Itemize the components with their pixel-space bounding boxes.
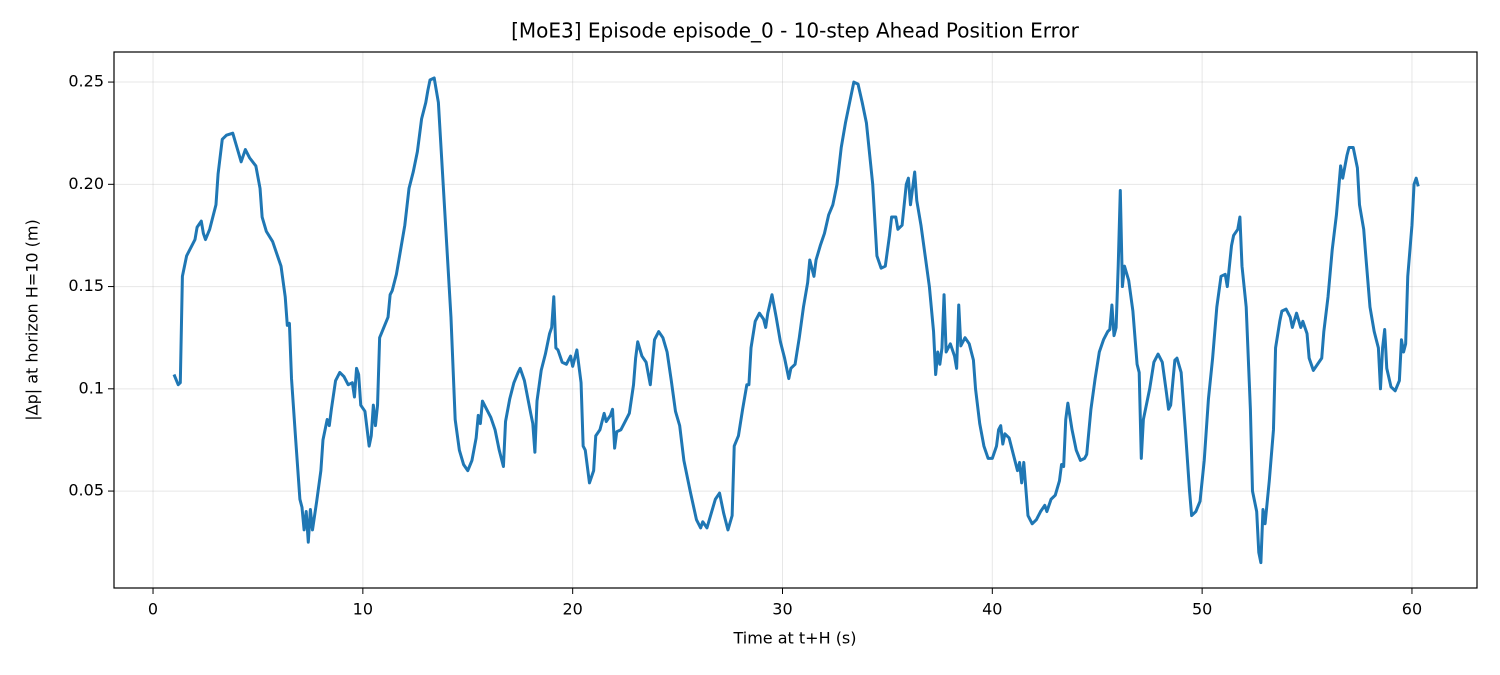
data-line: [172, 76, 1420, 565]
y-tick-label: 0.15: [68, 276, 104, 295]
y-tick-label: 0.20: [68, 174, 104, 193]
plot-frame: [113, 51, 1478, 589]
y-tick-label: 0.25: [68, 72, 104, 91]
x-tick-label: 60: [1402, 600, 1422, 619]
x-tick-label: 40: [982, 600, 1002, 619]
chart-title: [MoE3] Episode episode_0 - 10-step Ahead…: [511, 19, 1080, 43]
x-tick-label: 20: [562, 600, 582, 619]
x-tick-label: 30: [772, 600, 792, 619]
x-tick-label: 10: [353, 600, 373, 619]
y-tick-label: 0.05: [68, 481, 104, 500]
x-tick-label: 50: [1192, 600, 1212, 619]
x-axis-label: Time at t+H (s): [732, 629, 856, 648]
y-axis-label: |Δp| at horizon H=10 (m): [23, 219, 42, 420]
x-tick-label: 0: [148, 600, 158, 619]
y-tick-label: 0.1: [79, 378, 104, 397]
